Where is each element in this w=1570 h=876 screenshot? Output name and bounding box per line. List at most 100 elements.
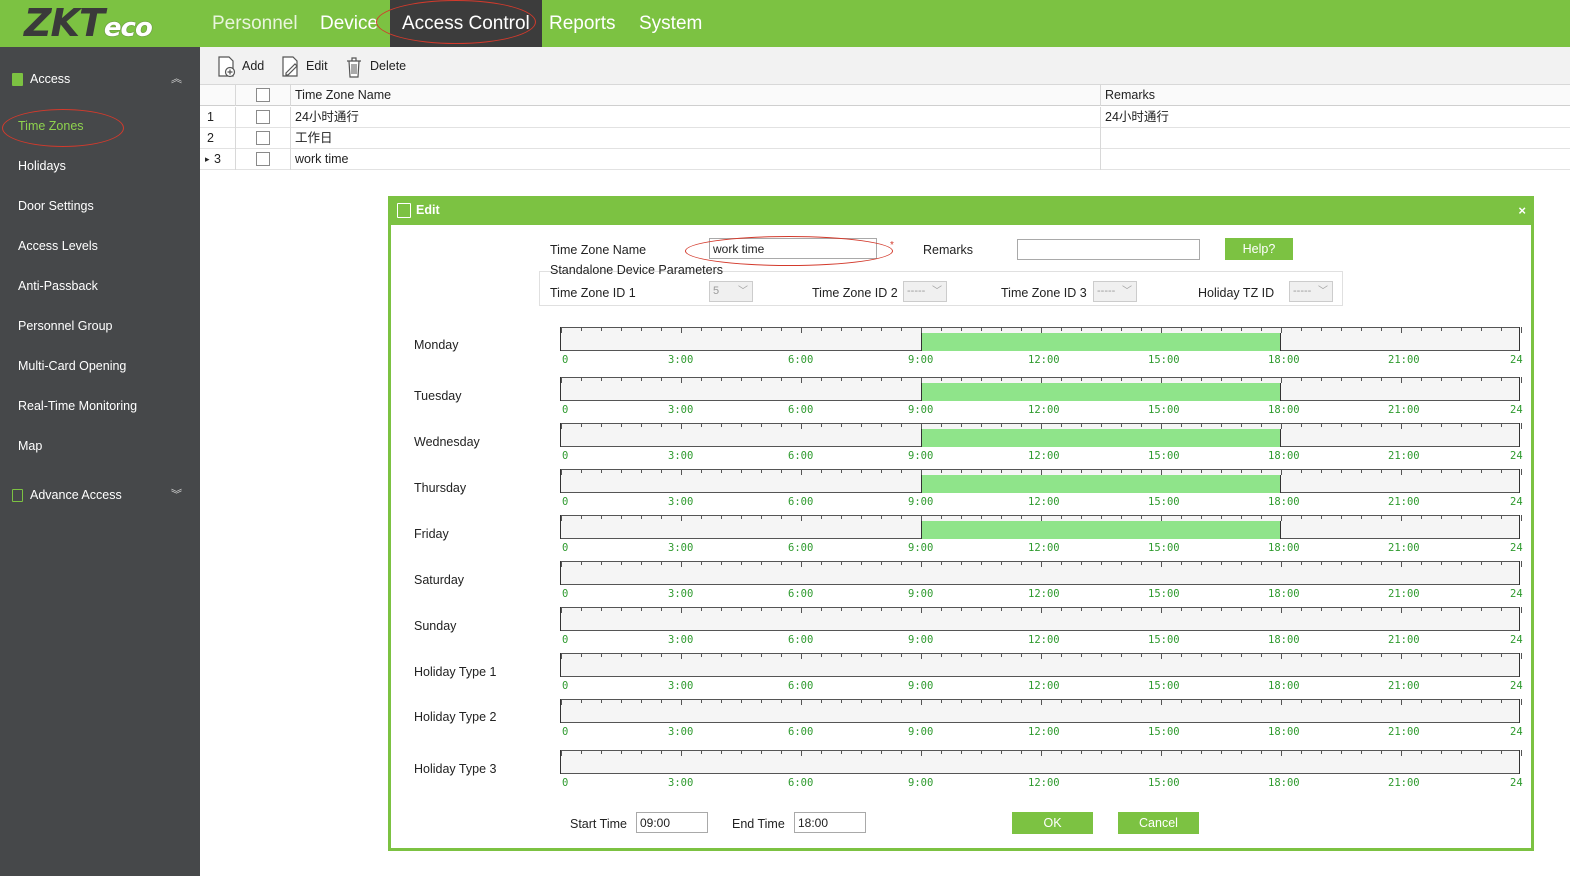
time-zone-name-input[interactable] (709, 238, 877, 259)
column-header-remarks[interactable]: Remarks (1100, 85, 1570, 106)
close-icon[interactable]: × (1518, 203, 1526, 218)
timeline-tick (1261, 377, 1262, 381)
hour-label: 9:00 (908, 588, 934, 600)
timeline-tick (1481, 750, 1482, 754)
timeline-bar[interactable] (560, 607, 1522, 631)
timeline-tick (821, 750, 822, 754)
chevron-down-icon[interactable]: ︾ (171, 489, 182, 501)
end-time-input[interactable] (794, 812, 866, 833)
tz-id1-select[interactable]: 5 ﹀ (709, 281, 753, 302)
row-checkbox[interactable] (256, 152, 270, 166)
time-segment[interactable] (921, 429, 1281, 447)
timeline-tick (861, 561, 862, 565)
sidebar-group-advance-access[interactable]: Advance Access ︾ (0, 480, 200, 510)
row-checkbox[interactable] (256, 131, 270, 145)
tz-id3-select[interactable]: ----- ﹀ (1093, 281, 1137, 302)
tz-id2-select[interactable]: ----- ﹀ (903, 281, 947, 302)
sidebar-item-holidays[interactable]: Holidays (18, 159, 66, 173)
timeline-bar[interactable] (560, 561, 1522, 585)
timeline-tick (1521, 607, 1522, 613)
edit-button[interactable]: Edit (280, 53, 328, 79)
time-segment[interactable] (921, 475, 1281, 493)
time-segment[interactable] (921, 521, 1281, 539)
timeline-row[interactable]: 0 3:00 6:00 9:00 12:00 15:00 18:00 21:00 24 (560, 375, 1523, 420)
row-checkbox[interactable] (256, 110, 270, 124)
sidebar-group-access[interactable]: Access ︽ (0, 64, 200, 94)
timeline-tick (581, 653, 582, 657)
timeline-tick (1181, 653, 1182, 657)
timeline-bar[interactable] (560, 653, 1522, 677)
hour-label: 9:00 (908, 634, 934, 646)
timeline-tick (1341, 653, 1342, 657)
timeline-tick (1161, 653, 1162, 659)
timeline-row[interactable]: 0 3:00 6:00 9:00 12:00 15:00 18:00 21:00 24 (560, 697, 1523, 742)
hour-label: 12:00 (1028, 726, 1060, 738)
timeline-tick (941, 515, 942, 519)
add-button[interactable]: Add (216, 53, 264, 79)
timeline-tick (701, 327, 702, 331)
select-all-checkbox[interactable] (256, 88, 270, 102)
timeline-bar[interactable] (560, 750, 1522, 774)
timeline-row[interactable]: 0 3:00 6:00 9:00 12:00 15:00 18:00 21:00 24 (560, 605, 1523, 650)
timeline-bar[interactable] (560, 699, 1522, 723)
chevron-up-icon[interactable]: ︽ (171, 73, 182, 85)
timeline-tick (801, 423, 802, 429)
timeline-row[interactable]: 0 3:00 6:00 9:00 12:00 15:00 18:00 21:00 24 (560, 421, 1523, 466)
column-header-name[interactable]: Time Zone Name (290, 85, 1100, 106)
nav-access-control[interactable]: Access Control (390, 0, 542, 47)
timeline-tick (941, 653, 942, 657)
time-segment[interactable] (921, 383, 1281, 401)
sidebar-item-real-time-monitoring[interactable]: Real-Time Monitoring (18, 399, 138, 413)
sidebar-item-map[interactable]: Map (18, 439, 43, 453)
timeline-tick (1081, 699, 1082, 703)
timeline-row[interactable]: 0 3:00 6:00 9:00 12:00 15:00 18:00 21:00 24 (560, 651, 1523, 696)
timeline-tick (781, 469, 782, 473)
nav-reports[interactable]: Reports (549, 13, 616, 34)
sidebar-item-anti-passback[interactable]: Anti-Passback (18, 279, 98, 293)
help-button[interactable]: Help? (1225, 238, 1293, 260)
sidebar-item-multi-card-opening[interactable]: Multi-Card Opening (18, 359, 127, 373)
timeline-bar[interactable] (560, 515, 1522, 539)
table-row[interactable]: 1 24小时通行 24小时通行 (200, 107, 1570, 128)
timeline-row[interactable]: 0 3:00 6:00 9:00 12:00 15:00 18:00 21:00 24 (560, 748, 1523, 793)
timeline-bar[interactable] (560, 377, 1522, 401)
access-icon (12, 73, 23, 86)
sidebar-item-time-zones[interactable]: Time Zones (18, 119, 84, 133)
timeline-tick (1061, 515, 1062, 519)
timeline-tick (881, 515, 882, 519)
remarks-input[interactable] (1017, 239, 1200, 260)
timeline-tick (1141, 377, 1142, 381)
holiday-tz-select[interactable]: ----- ﹀ (1289, 281, 1333, 302)
timeline-row[interactable]: 0 3:00 6:00 9:00 12:00 15:00 18:00 21:00 24 (560, 559, 1523, 604)
delete-button[interactable]: Delete (344, 53, 406, 79)
timeline-tick (901, 607, 902, 611)
dialog-title-bar[interactable]: Edit × (388, 196, 1534, 225)
timeline-tick (1501, 653, 1502, 657)
table-row[interactable]: ▸ 3 work time (200, 149, 1570, 170)
timeline-tick (1441, 515, 1442, 519)
timeline-tick (681, 561, 682, 567)
sidebar-item-personnel-group[interactable]: Personnel Group (18, 319, 113, 333)
timeline-tick (1221, 377, 1222, 381)
cancel-button[interactable]: Cancel (1118, 812, 1199, 834)
timeline-tick (561, 699, 562, 705)
start-time-input[interactable] (636, 812, 708, 833)
timeline-row[interactable]: 0 3:00 6:00 9:00 12:00 15:00 18:00 21:00 24 (560, 325, 1523, 370)
sidebar-item-access-levels[interactable]: Access Levels (18, 239, 98, 253)
hour-label: 9:00 (908, 777, 934, 789)
nav-personnel[interactable]: Personnel (212, 13, 298, 34)
nav-system[interactable]: System (639, 13, 703, 34)
table-row[interactable]: 2 工作日 (200, 128, 1570, 149)
nav-device[interactable]: Device (320, 13, 379, 34)
timeline-tick (921, 327, 922, 333)
timeline-bar[interactable] (560, 423, 1522, 447)
sidebar-item-door-settings[interactable]: Door Settings (18, 199, 94, 213)
timeline-row[interactable]: 0 3:00 6:00 9:00 12:00 15:00 18:00 21:00 24 (560, 467, 1523, 512)
timeline-tick (901, 750, 902, 754)
timeline-bar[interactable] (560, 469, 1522, 493)
timeline-bar[interactable] (560, 327, 1522, 351)
timeline-tick (1461, 423, 1462, 427)
time-segment[interactable] (921, 333, 1281, 351)
timeline-row[interactable]: 0 3:00 6:00 9:00 12:00 15:00 18:00 21:00 24 (560, 513, 1523, 558)
ok-button[interactable]: OK (1012, 812, 1093, 834)
